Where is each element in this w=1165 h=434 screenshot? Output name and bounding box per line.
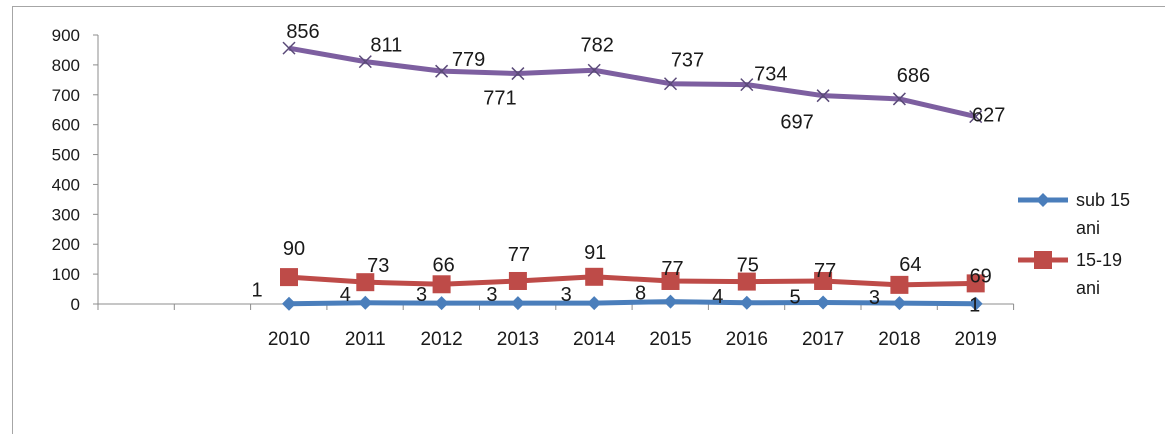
series-1-data-label: 69 <box>970 265 992 287</box>
legend-label-1: 15-19 <box>1076 250 1122 270</box>
series-1-data-label: 91 <box>584 242 606 264</box>
x-tick-label: 2016 <box>726 329 768 350</box>
series-1-point <box>890 275 909 294</box>
y-tick-label: 400 <box>52 175 80 194</box>
series-line-1 <box>288 274 976 288</box>
x-tick-label: 2012 <box>420 329 462 350</box>
series-2-point <box>587 63 601 77</box>
series-0-data-label: 3 <box>416 284 427 306</box>
series-2-point <box>282 41 296 55</box>
series-0-data-label: 1 <box>251 280 262 302</box>
x-tick-label: 2015 <box>649 329 691 350</box>
series-0-point <box>587 296 602 311</box>
series-2-data-label: 856 <box>286 21 319 43</box>
series-0-point <box>282 296 296 311</box>
series-1-point <box>814 271 833 290</box>
series-1-data-label: 77 <box>814 260 836 282</box>
series-2-point <box>663 77 678 91</box>
chart-frame <box>12 6 1165 434</box>
series-1-data-label: 64 <box>899 254 921 276</box>
series-0-point <box>434 296 449 311</box>
series-0-point <box>739 295 754 310</box>
y-tick-label: 700 <box>52 86 80 105</box>
legend-marker-0 <box>1036 193 1050 207</box>
series-0-data-label: 3 <box>486 284 497 306</box>
series-2-data-label: 697 <box>780 112 813 134</box>
x-tick-label: 2017 <box>802 329 844 350</box>
x-tick-label: 2019 <box>955 329 997 350</box>
series-1-point <box>356 273 375 292</box>
series-0-data-label: 8 <box>635 283 646 305</box>
series-1-point <box>280 268 298 287</box>
y-tick-label: 100 <box>52 265 80 284</box>
series-0-point <box>892 296 907 311</box>
y-tick-label: 800 <box>52 56 80 75</box>
series-0-point <box>663 294 678 309</box>
legend-label-0: sub 15 <box>1076 190 1130 210</box>
series-1-point <box>432 275 451 294</box>
series-2-point <box>892 92 906 106</box>
series-2-data-label: 771 <box>483 88 516 110</box>
series-1-data-label: 75 <box>737 255 759 277</box>
y-tick-label: 500 <box>52 146 80 165</box>
series-2-data-label: 734 <box>754 64 787 86</box>
series-2-point <box>511 67 525 81</box>
x-tick-label: 2011 <box>345 329 386 350</box>
series-line-2 <box>288 45 977 120</box>
series-2-data-label: 811 <box>370 35 402 57</box>
series-0-data-label: 5 <box>790 287 801 309</box>
y-tick-label: 900 <box>52 26 80 45</box>
y-tick-label: 0 <box>71 295 80 314</box>
series-0-data-label: 3 <box>561 284 572 306</box>
series-2-point <box>435 64 449 78</box>
x-tick-label: 2010 <box>268 329 310 350</box>
series-2-data-label: 627 <box>972 105 1005 127</box>
legend-label-1: ani <box>1076 278 1100 298</box>
y-tick-label: 300 <box>52 205 80 224</box>
series-2-data-label: 779 <box>452 49 485 71</box>
series-0-data-label: 3 <box>869 287 880 309</box>
series-2-point <box>358 55 372 69</box>
series-1-data-label: 90 <box>283 238 305 260</box>
legend-label-0: ani <box>1076 218 1100 238</box>
x-tick-label: 2013 <box>497 329 539 350</box>
series-1-point <box>966 274 985 293</box>
series-1-data-label: 73 <box>367 255 389 277</box>
series-1-data-label: 66 <box>432 254 454 276</box>
series-0-data-label: 4 <box>340 284 351 306</box>
series-0-data-label: 4 <box>712 286 723 308</box>
series-1-data-label: 77 <box>661 258 683 280</box>
series-0-point <box>358 295 373 310</box>
y-tick-label: 600 <box>52 116 80 135</box>
x-tick-label: 2014 <box>573 329 616 350</box>
series-2-point <box>740 78 754 92</box>
x-tick-label: 2018 <box>878 329 920 350</box>
series-0-point <box>968 296 983 311</box>
series-2-point <box>816 89 830 103</box>
series-1-point <box>585 267 604 286</box>
series-2-point <box>969 110 983 124</box>
series-2-data-label: 686 <box>897 65 930 87</box>
series-1-point <box>661 271 680 290</box>
series-2-data-label: 737 <box>671 50 704 72</box>
series-2-data-label: 782 <box>581 34 614 56</box>
legend-marker-1 <box>1034 251 1052 269</box>
series-1-point <box>508 271 527 290</box>
series-0-point <box>510 296 525 311</box>
series-1-data-label: 77 <box>508 244 530 266</box>
series-1-point <box>737 272 756 291</box>
series-line-0 <box>288 299 976 307</box>
series-0-data-label: 1 <box>969 295 980 317</box>
series-0-point <box>816 295 831 310</box>
y-tick-label: 200 <box>52 235 80 254</box>
